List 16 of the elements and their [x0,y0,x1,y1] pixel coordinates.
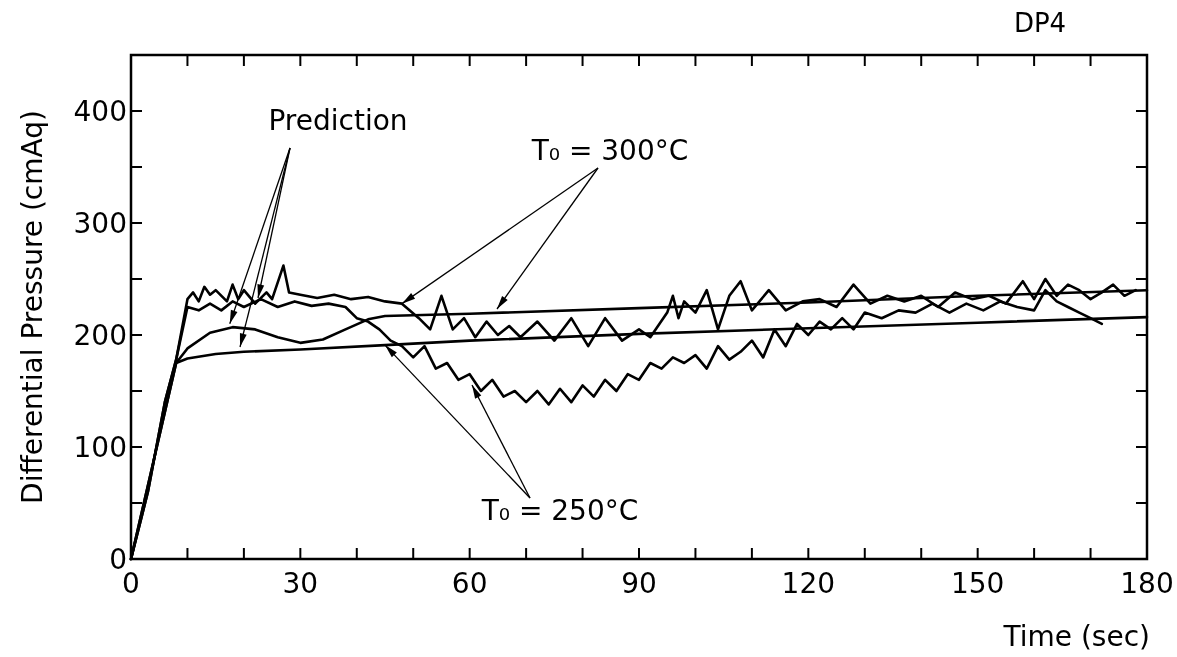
x-tick-label: 180 [1120,567,1174,600]
y-tick-label: 200 [73,319,127,352]
annotation: Prediction [268,104,408,137]
y-tick-label: 300 [73,207,127,240]
x-tick-label: 90 [621,567,657,600]
y-tick-label: 100 [73,431,127,464]
annotation: T₀ = 300°C [530,134,689,167]
y-axis-title: Differential Pressure (cmAq) [16,110,49,504]
x-tick-label: 150 [950,567,1005,600]
annotation: T₀ = 250°C [480,494,639,527]
chart-title: DP4 [1013,8,1067,38]
y-tick-label: 400 [73,95,127,128]
x-tick-label: 120 [781,567,836,600]
x-axis-title: Time (sec) [1002,620,1150,653]
x-tick-label: 60 [451,567,488,600]
x-tick-label: 30 [282,567,319,600]
